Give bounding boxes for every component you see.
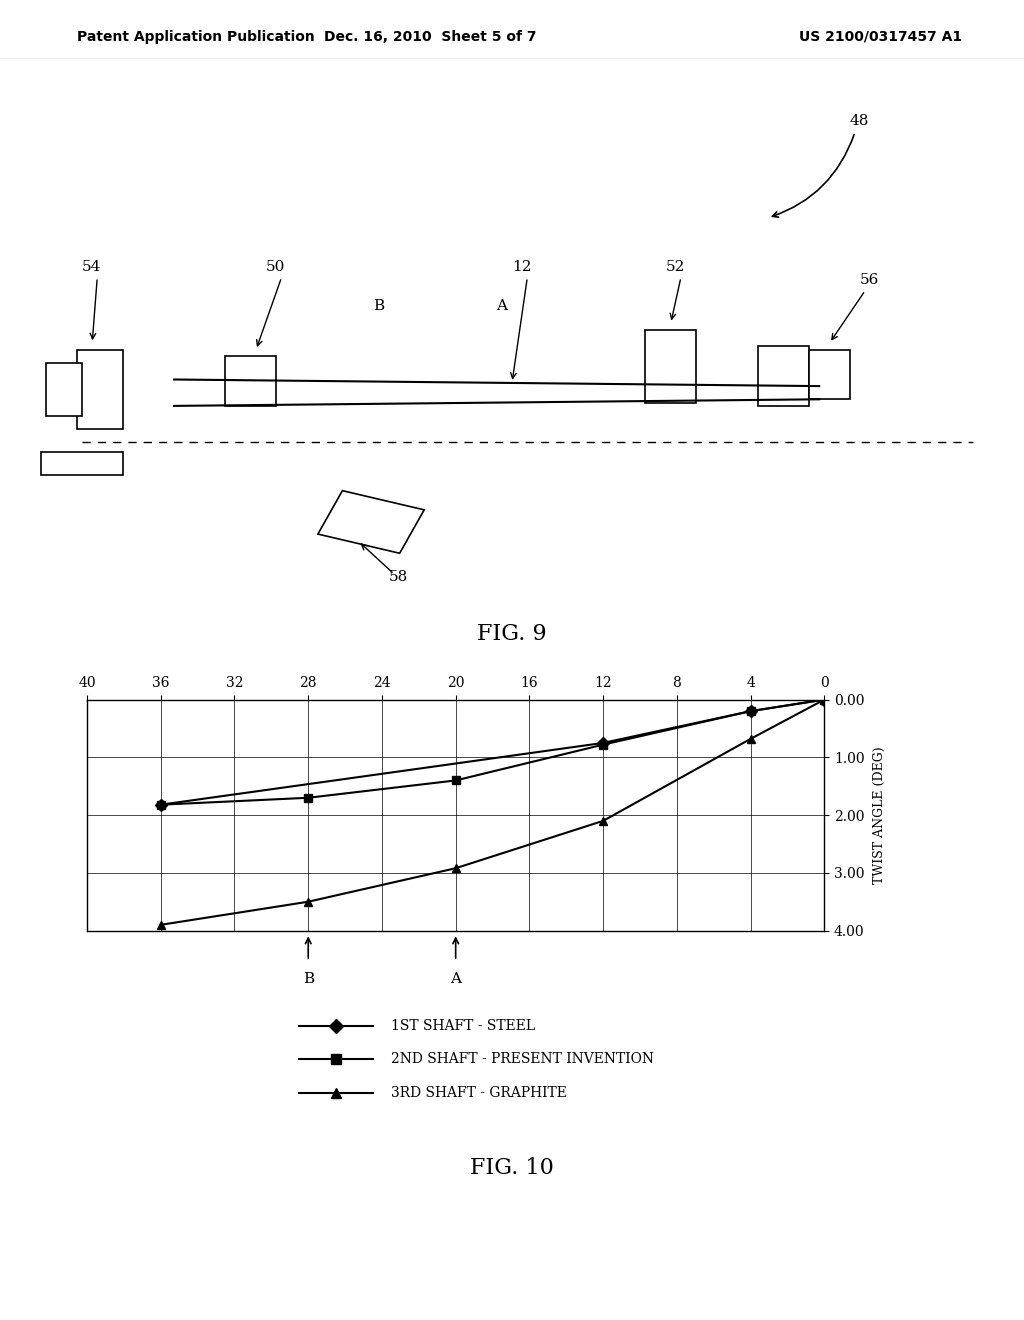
- Bar: [77, 350, 123, 429]
- Text: 3RD SHAFT - GRAPHITE: 3RD SHAFT - GRAPHITE: [391, 1086, 567, 1100]
- Text: Patent Application Publication: Patent Application Publication: [77, 30, 314, 44]
- Text: 1ST SHAFT - STEEL: 1ST SHAFT - STEEL: [391, 1019, 536, 1032]
- Bar: [41, 451, 123, 475]
- Text: A: A: [497, 300, 507, 313]
- Bar: [317, 491, 424, 553]
- Text: 12: 12: [512, 260, 531, 273]
- Bar: [809, 350, 850, 399]
- Text: 50: 50: [266, 260, 286, 273]
- Text: FIG. 9: FIG. 9: [477, 623, 547, 645]
- Text: 48: 48: [850, 115, 869, 128]
- Text: B: B: [374, 300, 384, 313]
- Text: B: B: [303, 973, 313, 986]
- Text: A: A: [451, 973, 461, 986]
- Bar: [758, 346, 809, 405]
- Text: 52: 52: [666, 260, 685, 273]
- Text: Dec. 16, 2010  Sheet 5 of 7: Dec. 16, 2010 Sheet 5 of 7: [324, 30, 537, 44]
- Bar: [645, 330, 696, 403]
- Bar: [46, 363, 82, 416]
- Text: FIG. 10: FIG. 10: [470, 1158, 554, 1179]
- Text: 56: 56: [860, 273, 880, 286]
- Text: 2ND SHAFT - PRESENT INVENTION: 2ND SHAFT - PRESENT INVENTION: [391, 1052, 654, 1067]
- Y-axis label: TWIST ANGLE (DEG): TWIST ANGLE (DEG): [873, 746, 886, 884]
- Text: US 2100/0317457 A1: US 2100/0317457 A1: [799, 30, 962, 44]
- Text: 58: 58: [389, 570, 409, 583]
- Text: 54: 54: [82, 260, 101, 273]
- Bar: [225, 356, 276, 405]
